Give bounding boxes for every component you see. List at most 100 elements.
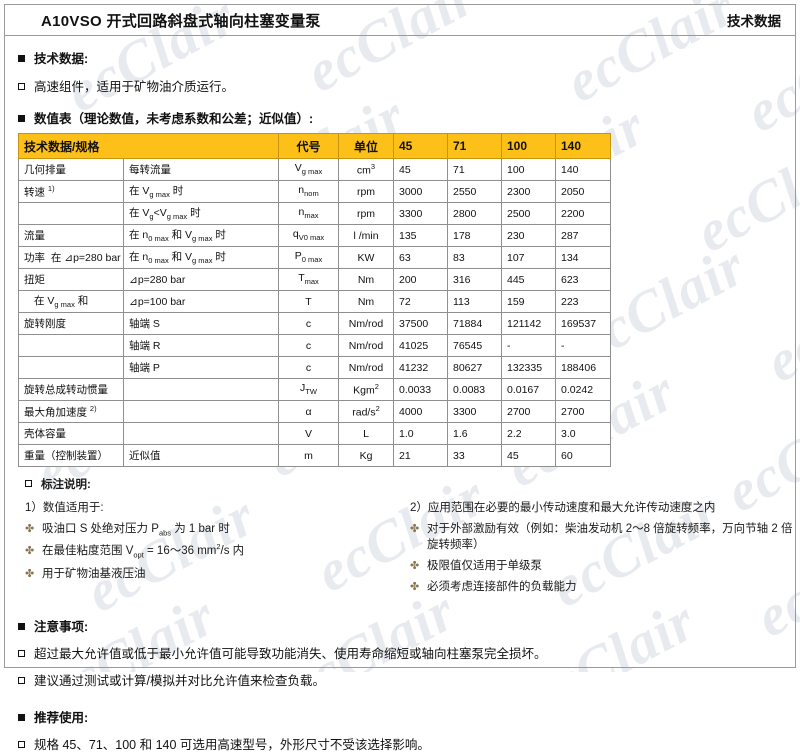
row-value-71: 178 [447, 224, 502, 247]
filled-square-bullet-icon [18, 115, 25, 122]
row-unit: rad/s2 [338, 400, 394, 423]
row-value-140: 169537 [555, 312, 611, 335]
row-value-100: 45 [501, 444, 556, 467]
row-code: qV0 max [278, 224, 339, 247]
row-value-140: 188406 [555, 356, 611, 379]
note-lead-2: 2）应用范围在必要的最小传动速度和最大允许传动速度之内 [410, 502, 716, 514]
filled-square-bullet-icon [18, 623, 25, 630]
row-label: 旋转总成转动惯量 [18, 378, 124, 401]
row-code: nmax [278, 202, 339, 225]
note-item: ✤ 用于矿物油基液压油 [25, 565, 410, 581]
col-header-unit: 单位 [338, 133, 394, 159]
filled-square-bullet-icon [18, 55, 25, 62]
row-label [18, 202, 124, 225]
row-code: JTW [278, 378, 339, 401]
cautions-section: 注意事项: 超过最大允许值或低于最小允许值可能导致功能消失、使用寿命缩短或轴向柱… [5, 616, 795, 689]
recommend-heading-text: 推荐使用: [34, 711, 89, 725]
row-value-100: 2300 [501, 180, 556, 203]
table-heading-text: 数值表（理论数值，未考虑系数和公差；近似值）: [34, 112, 314, 126]
table-row: 几何排量 每转流量 Vg max cm3 45 71 100 140 [18, 158, 611, 181]
row-unit: rpm [338, 202, 394, 225]
row-desc: 在 Vg<Vg max 时 [123, 202, 279, 225]
notes-heading-text: 标注说明: [41, 479, 91, 491]
page-content: 技术数据: 高速组件，适用于矿物油介质运行。 数值表（理论数值，未考虑系数和公差… [5, 37, 795, 752]
header-category-label: 技术数据 [727, 14, 781, 29]
plus-bullet-icon: ✤ [25, 523, 35, 535]
note-item: ✤ 必须考虑连接部件的负载能力 [410, 578, 795, 594]
row-value-100: 2500 [501, 202, 556, 225]
row-label [18, 334, 124, 357]
row-value-45: 45 [393, 158, 448, 181]
row-unit: l /min [338, 224, 394, 247]
row-value-71: 2800 [447, 202, 502, 225]
table-row: 在 Vg max 和 ⊿p=100 bar T Nm 72 113 159 22… [18, 290, 611, 313]
row-code: c [278, 312, 339, 335]
row-value-140: 2200 [555, 202, 611, 225]
row-value-71: 113 [447, 290, 502, 313]
row-unit: KW [338, 246, 394, 269]
plus-bullet-icon: ✤ [410, 581, 420, 593]
row-label: 几何排量 [18, 158, 124, 181]
caution-item-text: 建议通过测试或计算/模拟并对比允许值来检查负载。 [34, 674, 325, 688]
tech-data-bullet-item: 高速组件，适用于矿物油介质运行。 [18, 76, 795, 95]
col-header-size-71: 71 [447, 133, 502, 159]
row-unit: Kg [338, 444, 394, 467]
row-code: T [278, 290, 339, 313]
row-value-100: 230 [501, 224, 556, 247]
open-square-bullet-icon [18, 83, 25, 90]
row-value-100: 0.0167 [501, 378, 556, 401]
row-value-45: 4000 [393, 400, 448, 423]
open-square-bullet-icon [18, 741, 25, 748]
note-item-text: 必须考虑连接部件的负载能力 [427, 581, 577, 593]
cautions-heading: 注意事项: [18, 616, 795, 635]
row-value-140: 2050 [555, 180, 611, 203]
row-value-71: 1.6 [447, 422, 502, 445]
row-label: 旋转刚度 [18, 312, 124, 335]
row-value-45: 21 [393, 444, 448, 467]
row-label: 功率 在 ⊿p=280 bar [18, 246, 124, 269]
notes-column-left: 1）数值适用于: ✤ 吸油口 S 处绝对压力 Pabs 为 1 bar 时 ✤ … [5, 496, 410, 594]
row-value-45: 37500 [393, 312, 448, 335]
row-value-71: 71884 [447, 312, 502, 335]
row-value-100: 107 [501, 246, 556, 269]
plus-bullet-icon: ✤ [25, 567, 35, 580]
recommend-heading: 推荐使用: [18, 707, 795, 726]
row-value-45: 41232 [393, 356, 448, 379]
row-desc: 在 Vg max 时 [123, 180, 279, 203]
note-item: ✤ 在最佳粘度范围 Vopt = 16～36 mm2/s 内 [25, 542, 410, 559]
open-square-bullet-icon [18, 677, 25, 684]
row-value-71: 83 [447, 246, 502, 269]
row-unit: Nm/rod [338, 312, 394, 335]
note-item-text: 对于外部激励有效（例如：柴油发动机 2～8 倍旋转频率，万向节轴 2 倍旋转频率… [427, 523, 793, 551]
table-row: 在 Vg<Vg max 时 nmax rpm 3300 2800 2500 22… [18, 202, 611, 225]
row-value-100: 159 [501, 290, 556, 313]
plus-bullet-icon: ✤ [410, 523, 420, 535]
row-desc: 每转流量 [123, 158, 279, 181]
recommend-section: 推荐使用: 规格 45、71、100 和 140 可选用高速型号，外形尺寸不受该… [5, 707, 795, 753]
caution-item: 超过最大允许值或低于最小允许值可能导致功能消失、使用寿命缩短或轴向柱塞泵完全损坏… [18, 643, 795, 662]
note-item-text: 在最佳粘度范围 Vopt = 16～36 mm2/s 内 [42, 542, 245, 560]
row-label: 最大角加速度 2) [18, 400, 124, 423]
row-label: 壳体容量 [18, 422, 124, 445]
plus-bullet-icon: ✤ [410, 560, 420, 572]
page-title: A10VSO 开式回路斜盘式轴向柱塞变量泵 [41, 12, 321, 30]
row-value-100: 2700 [501, 400, 556, 423]
caution-item: 建议通过测试或计算/模拟并对比允许值来检查负载。 [18, 670, 795, 689]
row-desc: 在 n0 max 和 Vg max 时 [123, 224, 279, 247]
note-item: ✤ 极限值仅适用于单级泵 [410, 557, 795, 573]
note-item: ✤ 吸油口 S 处绝对压力 Pabs 为 1 bar 时 [25, 520, 410, 537]
specifications-table: 技术数据/规格 代号 单位 45 71 100 140 几何排量 每转流量 Vg… [18, 133, 611, 467]
plus-bullet-icon: ✤ [25, 545, 35, 558]
row-unit: Nm [338, 290, 394, 313]
row-label: 扭矩 [18, 268, 124, 291]
row-value-71: 76545 [447, 334, 502, 357]
row-value-140: - [555, 334, 611, 357]
row-unit: cm3 [338, 158, 394, 181]
row-code: nnom [278, 180, 339, 203]
row-value-71: 71 [447, 158, 502, 181]
caution-item-text: 超过最大允许值或低于最小允许值可能导致功能消失、使用寿命缩短或轴向柱塞泵完全损坏… [34, 647, 547, 661]
row-value-100: 2.2 [501, 422, 556, 445]
row-label [18, 356, 124, 379]
row-desc [123, 378, 279, 401]
col-header-size-140: 140 [555, 133, 611, 159]
